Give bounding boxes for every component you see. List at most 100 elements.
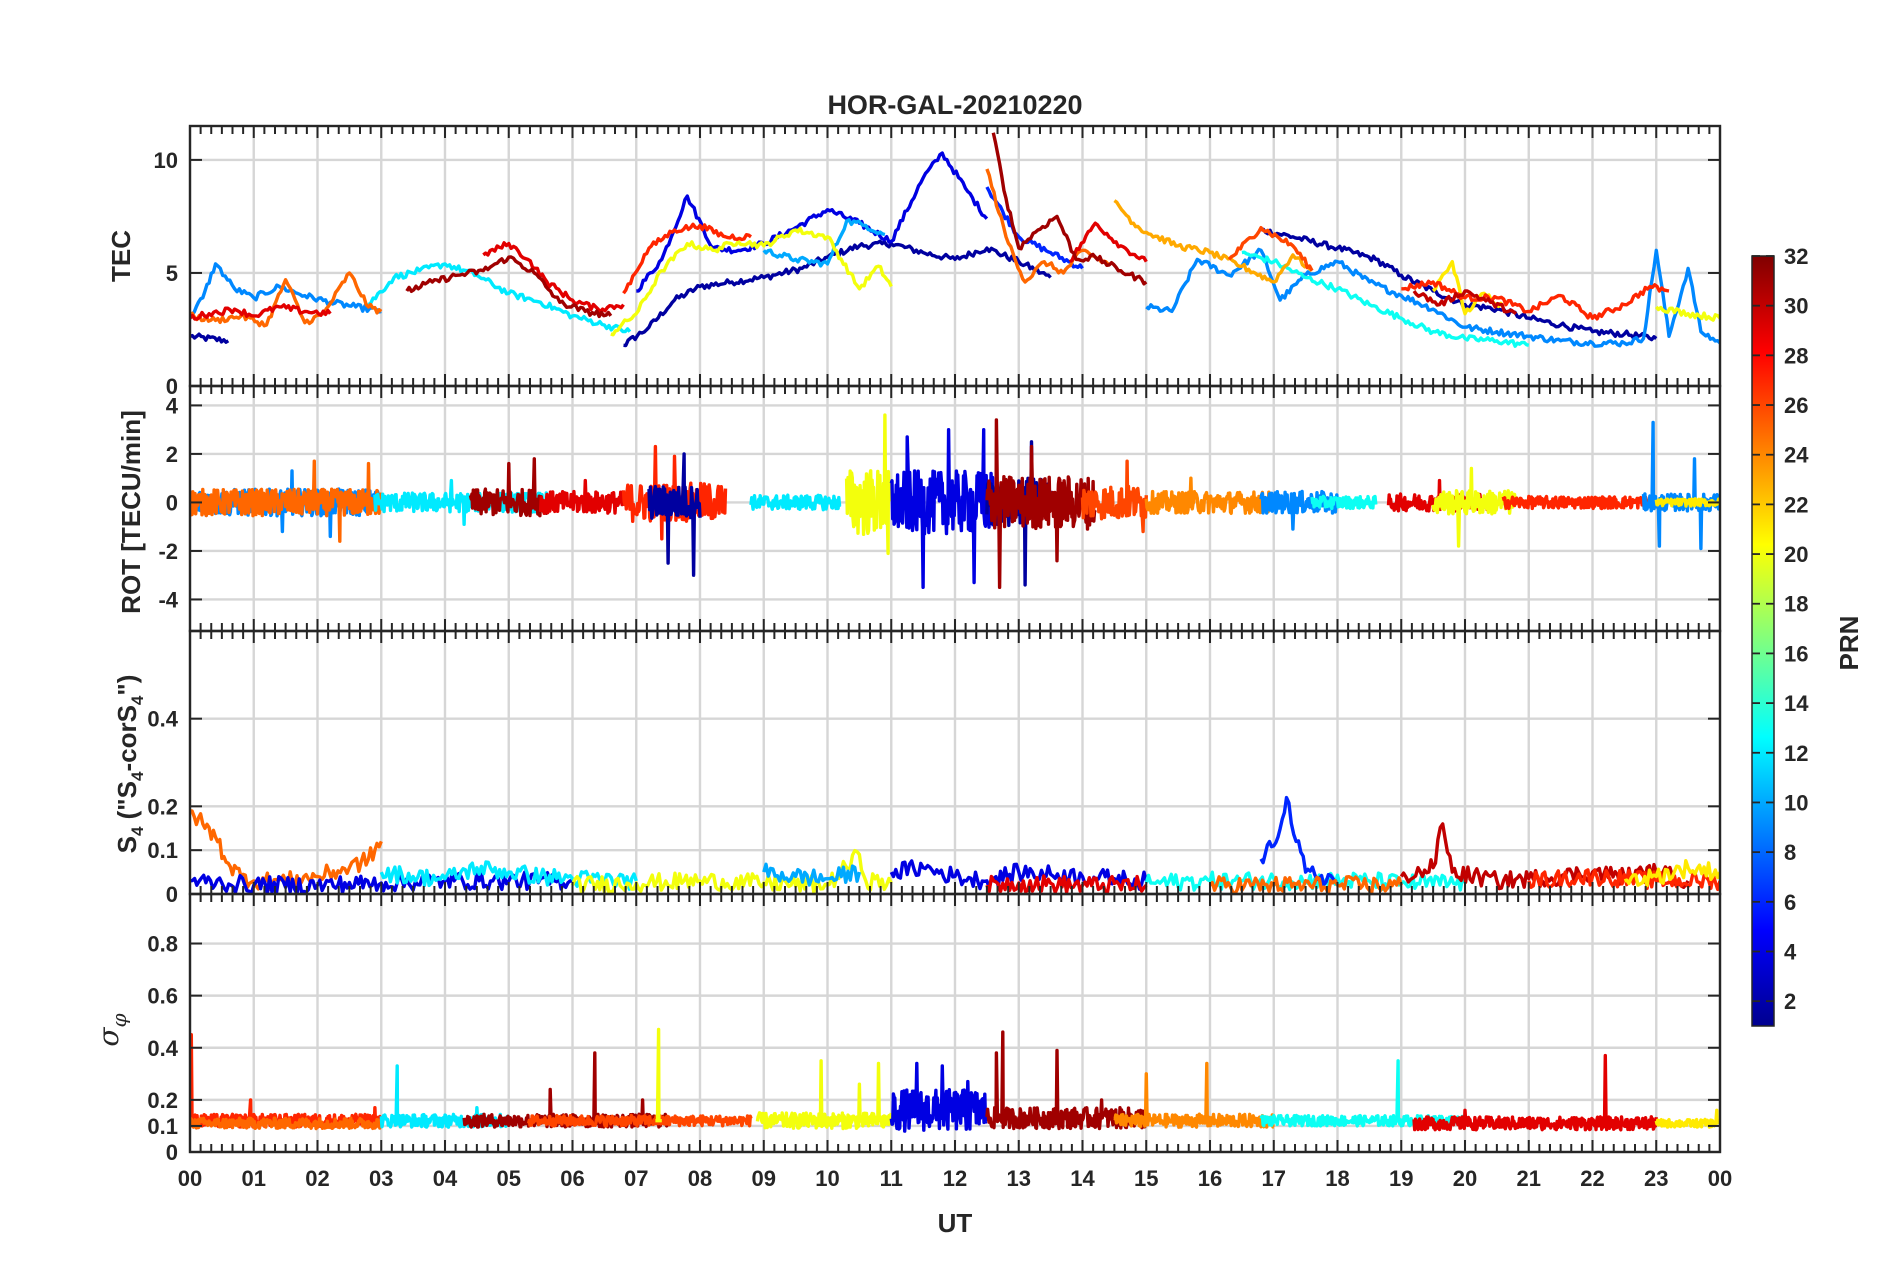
series-tec-prn4-3 <box>636 151 989 293</box>
series-s4-prn6-8 <box>1259 795 1339 887</box>
colorbar-tick-label: 26 <box>1784 393 1808 418</box>
series-tec-prn29-19 <box>190 303 332 321</box>
series-rot-prn20-17 <box>1431 466 1518 548</box>
x-tick-label: 20 <box>1453 1166 1477 1191</box>
series-sigma-prn20-6 <box>755 1059 893 1131</box>
series-tec-prn2-2 <box>1260 227 1658 342</box>
series-s4-prn10-4 <box>762 862 862 887</box>
colorbar-tick-label: 4 <box>1784 939 1797 964</box>
colorbar-tick-label: 6 <box>1784 890 1796 915</box>
colorbar: 32 30 28 26 24 22 20 18 16 14 12 10 8 6 4 2 PRN <box>1751 244 1864 1027</box>
x-tick-label: 02 <box>305 1166 329 1191</box>
colorbar-tick-label: 28 <box>1784 343 1808 368</box>
series-rot-prn31-3 <box>468 457 549 518</box>
x-tick-labels: 00 01 02 03 04 05 06 07 08 09 10 11 12 13 14 15 16 17 18 19… <box>178 1166 1732 1191</box>
series-s4-prn4-5 <box>889 859 1148 891</box>
colorbar-tick-label: 8 <box>1784 840 1796 865</box>
series-rot-prn13-15 <box>1310 494 1378 511</box>
series-tec-prn27-18 <box>1401 279 1670 321</box>
colorbar-tick-label: 24 <box>1784 443 1809 468</box>
y-tick-label-rot: -4 <box>158 587 178 612</box>
series-tec-prn29-21 <box>1068 221 1148 264</box>
series-group-rot <box>190 413 1720 589</box>
colorbar-ticks: 32 30 28 26 24 22 20 18 16 14 12 10 8 6 4 2 <box>1752 244 1809 1014</box>
series-rot-prn21-20 <box>1654 497 1720 508</box>
series-sigma-prn21-12 <box>1654 1108 1720 1129</box>
y-axis-label-sigma: σφ <box>92 1013 131 1046</box>
series-tec-prn20-10 <box>610 226 893 337</box>
colorbar-tick-label: 16 <box>1784 641 1808 666</box>
series-rot-prn27-5 <box>621 444 728 541</box>
series-rot-prn20-8 <box>844 413 893 556</box>
series-group-sigma <box>190 1027 1720 1133</box>
series-rot-prn31-11 <box>985 418 1097 589</box>
x-tick-label: 21 <box>1517 1166 1541 1191</box>
series-tec-prn2-0 <box>190 332 230 344</box>
y-tick-label-s4: 0.1 <box>147 838 178 863</box>
series-s4-prn30-10 <box>1399 822 1690 891</box>
y-tick-label-rot: -2 <box>158 539 178 564</box>
colorbar-gradient <box>1751 255 1775 1027</box>
y-tick-label-rot: 4 <box>166 393 179 418</box>
colorbar-tick-label: 2 <box>1784 989 1796 1014</box>
y-tick-label-s4: 0.4 <box>147 707 178 732</box>
x-tick-label: 14 <box>1070 1166 1095 1191</box>
y-tick-label-s4: 0 <box>166 882 178 907</box>
chart-title: HOR-GAL-20210220 <box>827 90 1082 120</box>
series-tec-prn25-14 <box>190 271 383 328</box>
y-tick-label-tec: 10 <box>154 148 178 173</box>
series-tec-prn13-9 <box>1241 250 1530 348</box>
x-tick-label: 04 <box>433 1166 458 1191</box>
series-tec-prn31-22 <box>405 255 613 319</box>
y-axis-label-s4: S4 ("S4-corS4") <box>112 675 147 854</box>
series-s4-prn29-6 <box>985 874 1148 894</box>
colorbar-tick-label: 14 <box>1784 691 1809 716</box>
x-tick-label: 06 <box>560 1166 584 1191</box>
series-rot-prn29-4 <box>538 478 626 515</box>
series-rot-prn26-12 <box>1080 459 1148 534</box>
series-tec-prn26-16 <box>1227 226 1314 272</box>
x-tick-label: 03 <box>369 1166 393 1191</box>
x-tick-label: 13 <box>1007 1166 1031 1191</box>
colorbar-label: PRN <box>1834 616 1864 671</box>
y-tick-label-tec: 5 <box>166 261 178 286</box>
series-tec-prn23-13 <box>1113 199 1314 284</box>
series-group-tec <box>190 132 1720 348</box>
series-layer <box>190 132 1720 1133</box>
series-tec-prn25-15 <box>985 168 1110 284</box>
x-tick-label: 15 <box>1134 1166 1158 1191</box>
series-tec-prn12-8 <box>367 262 632 334</box>
series-rot-prn24-13 <box>1144 476 1276 515</box>
colorbar-tick-label: 32 <box>1784 244 1808 269</box>
series-rot-prn2-6 <box>647 452 702 577</box>
colorbar-tick-label: 20 <box>1784 542 1808 567</box>
series-sigma-prn13-10 <box>1259 1059 1467 1128</box>
series-rot-prn12-7 <box>749 493 842 512</box>
colorbar-tick-label: 12 <box>1784 741 1808 766</box>
y-tick-label-s4: 0.2 <box>147 794 178 819</box>
series-tec-prn10-7 <box>762 218 886 268</box>
x-tick-label: 17 <box>1262 1166 1286 1191</box>
colorbar-tick-label: 10 <box>1784 790 1808 815</box>
x-axis-label: UT <box>938 1208 973 1238</box>
y-tick-label-sigma: 0.4 <box>147 1036 178 1061</box>
x-tick-label: 00 <box>1708 1166 1732 1191</box>
series-sigma-prn25-1 <box>190 1116 383 1131</box>
y-axis-label-tec: TEC <box>106 230 136 282</box>
series-tec-prn9-5 <box>190 262 382 318</box>
series-sigma-prn24-9 <box>1113 1061 1275 1129</box>
series-s4-prn12-2 <box>379 860 638 891</box>
x-tick-label: 22 <box>1580 1166 1604 1191</box>
x-tick-label: 16 <box>1198 1166 1222 1191</box>
y-tick-label-sigma: 0.6 <box>147 984 178 1009</box>
series-rot-prn9-19 <box>1641 420 1720 551</box>
series-tec-prn30-24 <box>1412 289 1518 316</box>
y-tick-label-rot: 0 <box>166 490 178 515</box>
x-tick-label: 00 <box>178 1166 202 1191</box>
series-sigma-prn20-5 <box>654 1027 663 1123</box>
colorbar-tick-label: 18 <box>1784 592 1808 617</box>
series-tec-prn31-23 <box>991 132 1148 286</box>
series-tec-prn29-20 <box>482 241 625 314</box>
